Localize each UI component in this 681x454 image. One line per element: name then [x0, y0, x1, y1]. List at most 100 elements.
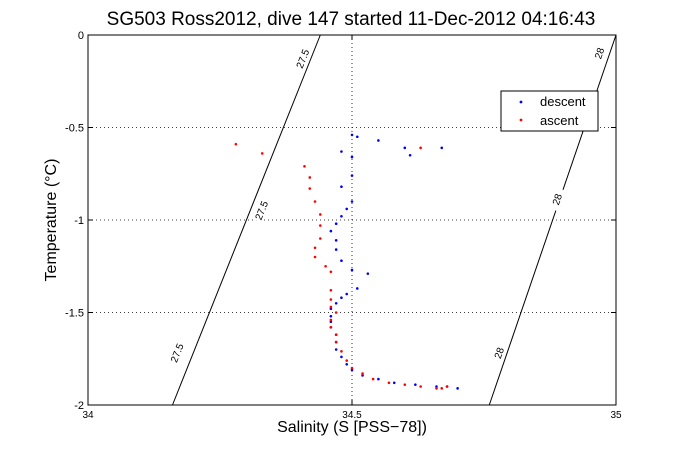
- data-point-ascent: [319, 224, 322, 227]
- data-point-descent: [403, 146, 407, 150]
- data-point-descent: [440, 146, 444, 150]
- data-point-ascent: [329, 326, 333, 329]
- data-point-descent: [334, 222, 338, 225]
- data-points: [234, 133, 459, 390]
- data-point-ascent: [334, 340, 338, 344]
- data-point-descent: [435, 385, 438, 388]
- x-tick-label: 34.5: [342, 410, 362, 421]
- data-point-ascent: [313, 200, 317, 203]
- data-point-ascent: [260, 152, 264, 155]
- data-point-descent: [350, 155, 354, 159]
- contour-label-bg: [492, 341, 508, 365]
- data-point-ascent: [329, 298, 333, 301]
- contour-label-bg: [295, 47, 312, 71]
- data-point-descent: [350, 200, 354, 203]
- data-point-descent: [334, 239, 338, 242]
- data-point-ascent: [329, 289, 333, 292]
- contour-label-bg: [169, 341, 186, 365]
- data-point-ascent: [329, 305, 333, 309]
- data-point-ascent: [435, 387, 438, 390]
- data-point-descent: [377, 139, 380, 142]
- data-point-descent: [408, 153, 412, 157]
- data-point-descent: [334, 248, 338, 251]
- data-point-ascent: [313, 246, 317, 250]
- data-point-descent: [350, 368, 354, 372]
- data-point-descent: [355, 287, 359, 290]
- contour-label: 28: [551, 192, 565, 207]
- data-point-ascent: [334, 333, 338, 337]
- data-point-descent: [345, 207, 349, 211]
- grid-lines: [88, 35, 616, 405]
- data-point-descent: [329, 307, 333, 311]
- legend-label-ascent: ascent: [540, 113, 579, 128]
- legend: descent ascent: [500, 90, 599, 132]
- axis-ticks: 34 34.5 35 0 -0.5 -1 -1.5 -2: [65, 30, 622, 421]
- contour-label: 28: [493, 346, 507, 361]
- contour-label-bg: [550, 187, 566, 212]
- data-point-descent: [329, 320, 333, 324]
- y-axis-label: Temperature (°C): [43, 159, 60, 282]
- data-point-descent: [456, 387, 459, 390]
- x-tick-label: 35: [610, 410, 622, 421]
- data-point-descent: [340, 259, 343, 263]
- data-point-descent: [345, 292, 349, 296]
- data-point-descent: [361, 374, 364, 377]
- legend-marker-descent: [519, 100, 523, 104]
- y-tick-label: -0.5: [65, 123, 84, 135]
- data-point-ascent: [303, 165, 306, 168]
- data-point-descent: [340, 150, 343, 153]
- data-point-ascent: [308, 176, 312, 179]
- legend-box: [500, 90, 599, 132]
- data-point-descent: [355, 135, 359, 139]
- data-point-ascent: [329, 318, 333, 322]
- data-point-ascent: [340, 350, 343, 353]
- data-point-ascent: [445, 385, 449, 388]
- data-point-ascent: [345, 359, 349, 362]
- data-point-ascent: [387, 381, 391, 385]
- x-tick-label: 34: [82, 410, 94, 421]
- contour-label-bg: [254, 199, 271, 223]
- y-tick-label: 0: [78, 30, 84, 42]
- legend-marker-ascent: [519, 118, 523, 122]
- data-point-descent: [334, 348, 338, 351]
- contour-label: 28: [593, 46, 607, 61]
- density-contour-line: [172, 34, 321, 406]
- data-point-descent: [340, 185, 343, 188]
- data-point-descent: [334, 301, 338, 305]
- data-point-ascent: [319, 237, 322, 240]
- data-point-ascent: [361, 372, 364, 375]
- data-point-ascent: [371, 377, 375, 381]
- data-point-ascent: [334, 311, 338, 314]
- data-point-ascent: [350, 366, 354, 370]
- data-point-descent: [350, 174, 354, 177]
- data-point-descent: [350, 133, 354, 137]
- data-point-ascent: [419, 146, 422, 150]
- data-point-descent: [350, 268, 354, 272]
- data-point-ascent: [319, 213, 322, 216]
- data-point-descent: [340, 355, 343, 359]
- chart-title: SG503 Ross2012, dive 147 started 11-Dec-…: [107, 9, 596, 30]
- y-tick-label: -1.5: [65, 308, 84, 320]
- data-point-descent: [345, 363, 349, 366]
- data-point-ascent: [440, 387, 444, 390]
- data-point-ascent: [403, 383, 407, 386]
- data-point-descent: [377, 377, 380, 381]
- data-point-ascent: [234, 142, 238, 146]
- data-point-descent: [329, 314, 333, 318]
- data-point-descent: [329, 229, 333, 233]
- data-point-descent: [392, 381, 396, 385]
- data-point-descent: [340, 296, 343, 300]
- y-tick-label: -2: [74, 400, 84, 412]
- data-point-ascent: [419, 385, 422, 388]
- data-point-descent: [366, 272, 370, 275]
- data-point-ascent: [313, 255, 317, 259]
- legend-label-descent: descent: [540, 94, 586, 109]
- contour-label-bg: [592, 41, 608, 66]
- data-point-ascent: [308, 187, 312, 190]
- data-point-descent: [414, 383, 417, 386]
- data-point-ascent: [324, 264, 327, 268]
- data-point-descent: [340, 215, 343, 218]
- data-point-ascent: [329, 270, 333, 274]
- x-axis-label: Salinity (S [PSS−78]): [277, 419, 427, 436]
